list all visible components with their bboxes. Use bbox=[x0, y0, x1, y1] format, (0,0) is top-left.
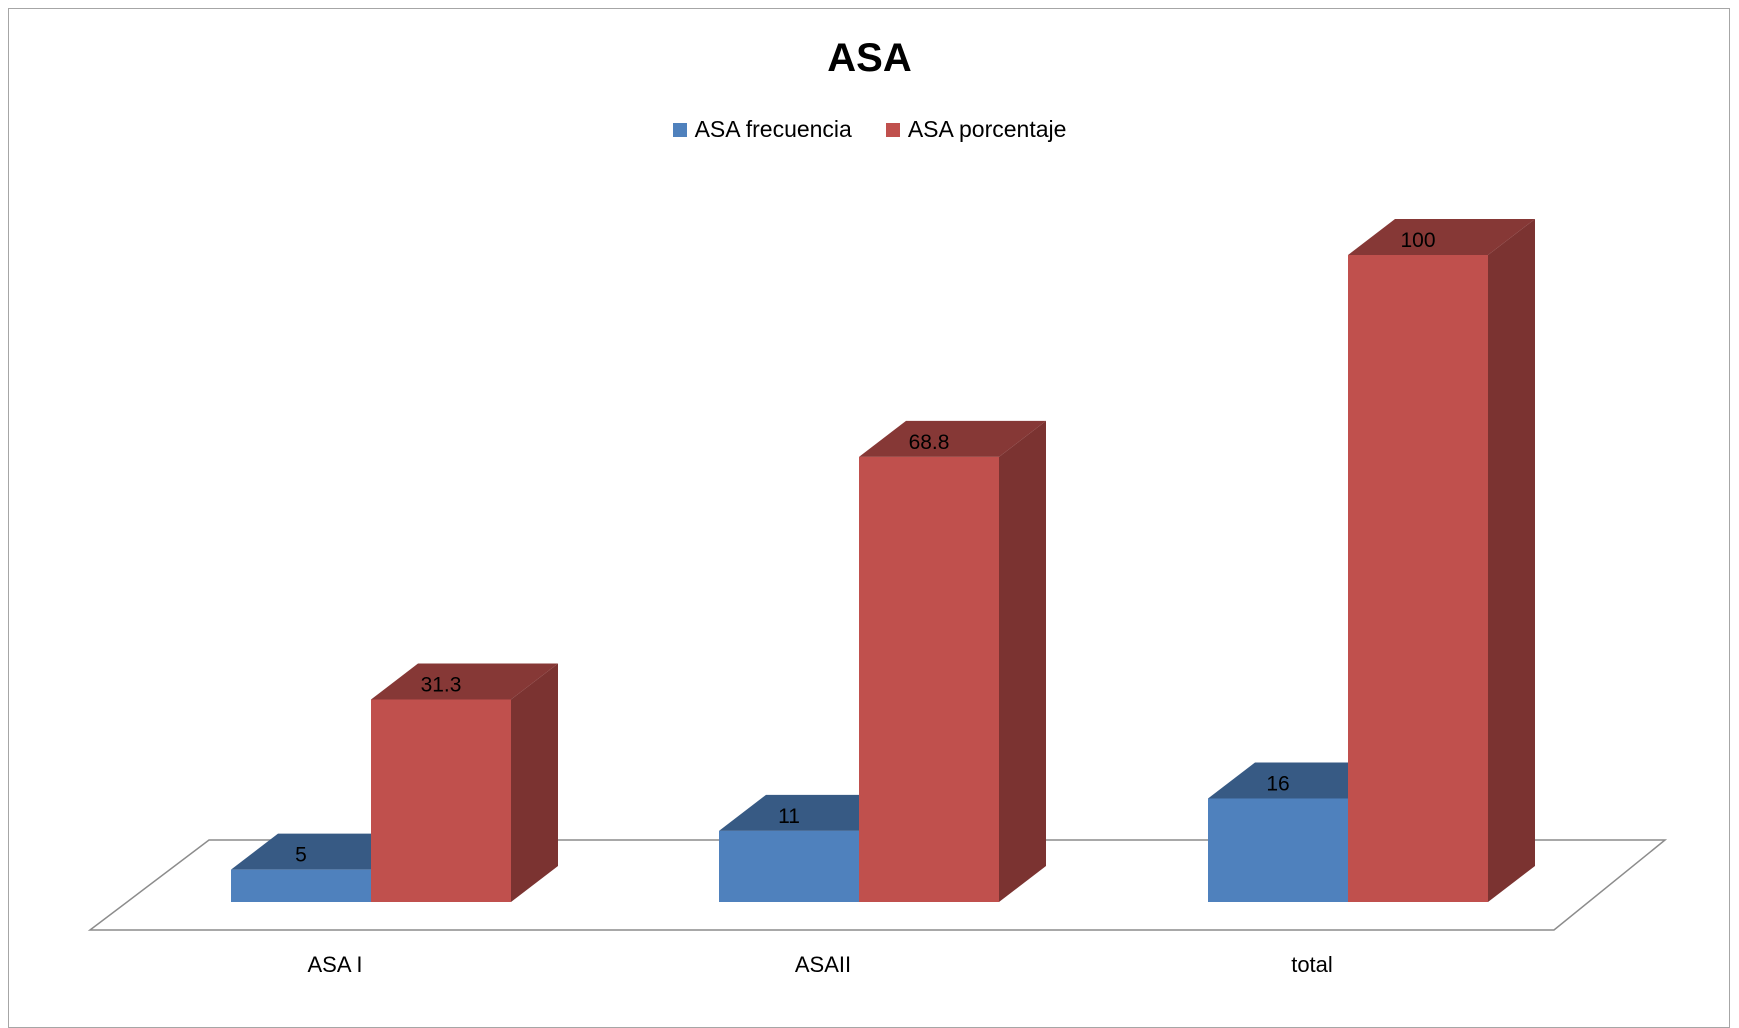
bar-porcentaje-2 bbox=[859, 456, 999, 902]
category-label: ASA I bbox=[307, 952, 362, 977]
data-label: 100 bbox=[1400, 229, 1435, 252]
legend-label-frecuencia: ASA frecuencia bbox=[694, 116, 852, 142]
data-label: 5 bbox=[295, 844, 307, 867]
bar-side bbox=[1488, 219, 1535, 902]
bar-side bbox=[999, 420, 1046, 902]
data-label: 11 bbox=[778, 805, 800, 828]
data-label: 31.3 bbox=[421, 673, 462, 696]
legend-label-porcentaje: ASA porcentaje bbox=[907, 116, 1067, 142]
chart-title: ASA bbox=[827, 36, 912, 80]
bar-top bbox=[371, 663, 558, 700]
category-label: total bbox=[1291, 952, 1333, 977]
category-label: ASAII bbox=[795, 952, 851, 977]
bar-top bbox=[859, 420, 1046, 457]
bar-frecuencia-2 bbox=[719, 830, 859, 902]
bar-side bbox=[511, 663, 558, 902]
plot-area: 5 31.3 ASA I 11 68.8 ASAII 16 100 total bbox=[87, 219, 1668, 977]
legend-item-porcentaje: ASA porcentaje bbox=[885, 116, 1067, 143]
legend-swatch-porcentaje bbox=[885, 122, 900, 137]
legend-swatch-frecuencia bbox=[672, 122, 687, 137]
bar-porcentaje-1 bbox=[371, 699, 511, 902]
bar-frecuencia-1 bbox=[231, 869, 371, 902]
bar-porcentaje-3 bbox=[1348, 255, 1488, 902]
data-label: 16 bbox=[1266, 772, 1289, 795]
data-label: 68.8 bbox=[909, 431, 950, 454]
bar-frecuencia-3 bbox=[1208, 798, 1348, 902]
legend-item-frecuencia: ASA frecuencia bbox=[672, 116, 852, 143]
bar-top bbox=[1348, 219, 1535, 255]
legend: ASA frecuencia ASA porcentaje bbox=[0, 116, 1739, 143]
